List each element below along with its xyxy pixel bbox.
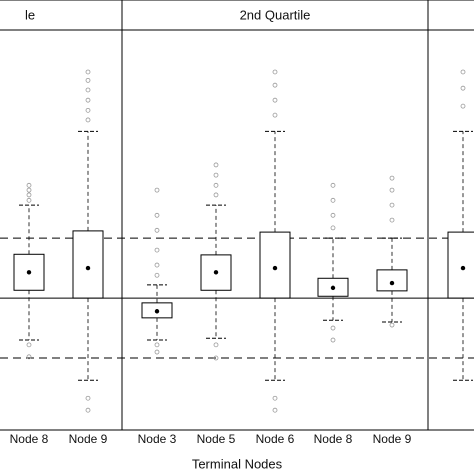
outlier xyxy=(330,225,336,231)
x-tick-label: Node 9 xyxy=(69,432,108,446)
outlier xyxy=(26,342,32,348)
outlier xyxy=(26,182,32,188)
box xyxy=(72,230,104,299)
panel-title: le xyxy=(25,7,35,22)
outlier xyxy=(272,395,278,401)
outlier xyxy=(154,262,160,268)
outlier xyxy=(389,202,395,208)
mean-marker xyxy=(213,270,219,275)
mean-marker xyxy=(460,265,466,271)
x-axis-label: Terminal Nodes xyxy=(192,456,283,471)
mean-marker xyxy=(272,265,278,271)
outlier xyxy=(330,325,336,331)
outlier xyxy=(213,192,219,198)
panel-strip xyxy=(0,0,123,31)
outlier xyxy=(460,103,466,109)
outlier xyxy=(389,187,395,193)
outlier xyxy=(85,97,91,103)
box xyxy=(447,231,474,299)
outlier xyxy=(272,97,278,103)
box xyxy=(259,231,291,299)
x-tick-label: Node 8 xyxy=(10,432,49,446)
box xyxy=(376,269,408,292)
panel-strip xyxy=(427,0,474,31)
outlier xyxy=(26,197,32,203)
x-tick-label: Node 3 xyxy=(138,432,177,446)
outlier xyxy=(213,355,219,361)
mean-marker xyxy=(85,265,91,271)
outlier xyxy=(389,322,395,328)
outlier xyxy=(85,77,91,83)
mean-marker xyxy=(26,270,32,275)
outlier xyxy=(154,212,160,218)
outlier xyxy=(26,187,32,193)
outlier xyxy=(154,227,160,233)
outlier xyxy=(213,342,219,348)
outlier xyxy=(330,212,336,218)
outlier xyxy=(460,69,466,75)
outlier xyxy=(330,337,336,343)
outlier xyxy=(85,117,91,123)
outlier xyxy=(389,217,395,223)
x-tick-label: Node 9 xyxy=(373,432,412,446)
outlier xyxy=(85,87,91,93)
outlier xyxy=(85,69,91,75)
outlier xyxy=(272,407,278,413)
outlier xyxy=(154,247,160,253)
outlier xyxy=(26,354,32,360)
outlier xyxy=(85,395,91,401)
outlier xyxy=(213,162,219,168)
mean-marker xyxy=(389,280,395,286)
outlier xyxy=(272,69,278,75)
outlier xyxy=(154,342,160,348)
outlier xyxy=(85,407,91,413)
outlier xyxy=(213,172,219,178)
outlier xyxy=(26,192,32,198)
outlier xyxy=(154,187,160,193)
outlier xyxy=(154,349,160,355)
x-tick-label: Node 6 xyxy=(256,432,295,446)
outlier xyxy=(272,112,278,118)
outlier xyxy=(85,107,91,113)
outlier xyxy=(460,85,466,91)
panel-title: 2nd Quartile xyxy=(240,7,311,22)
outlier xyxy=(330,197,336,203)
outlier xyxy=(154,272,160,278)
outlier xyxy=(330,182,336,188)
outlier xyxy=(389,175,395,181)
x-tick-label: Node 8 xyxy=(314,432,353,446)
outlier xyxy=(272,82,278,88)
mean-marker xyxy=(154,309,160,314)
x-tick-label: Node 5 xyxy=(197,432,236,446)
outlier xyxy=(213,182,219,188)
mean-marker xyxy=(330,285,336,291)
